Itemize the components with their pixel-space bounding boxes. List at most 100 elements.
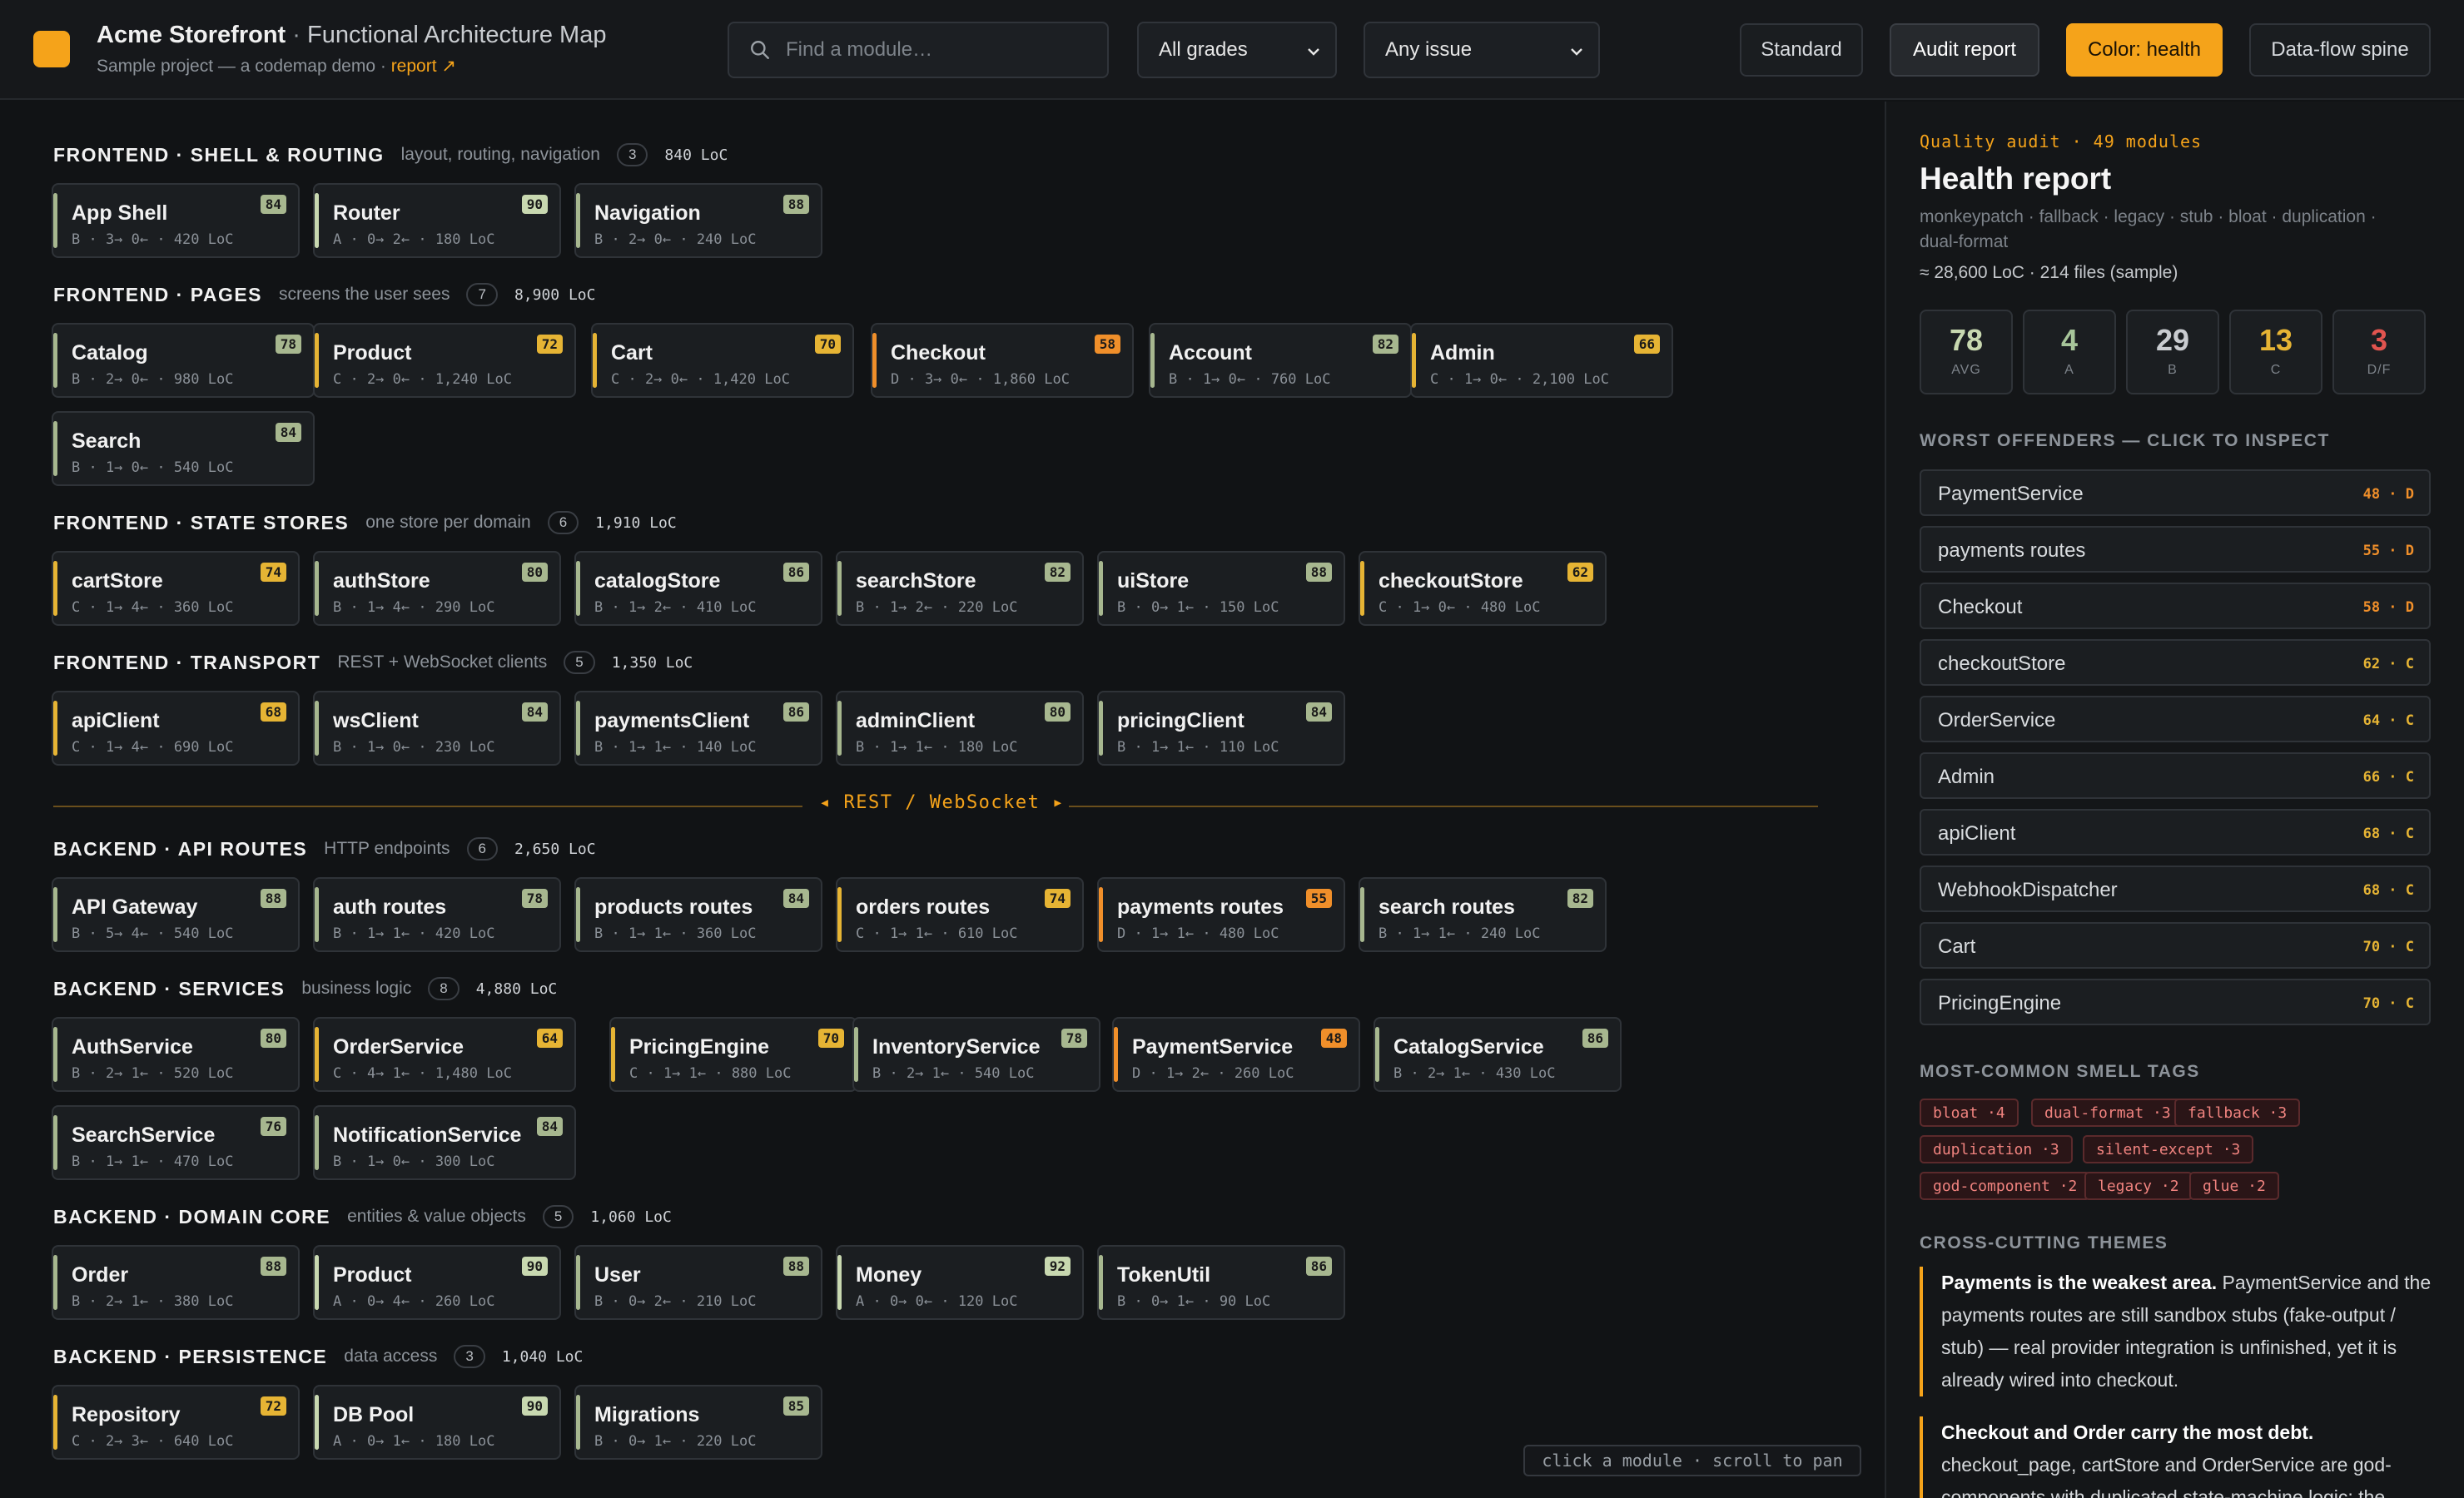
smell-tag[interactable]: dual-format ·3 [2031, 1099, 2184, 1127]
offender-name: apiClient [1938, 822, 2016, 845]
offender-item[interactable]: payments routes 55 · D [1920, 526, 2431, 573]
module-card[interactable]: Router A · 0→ 2← · 180 LoC 90 [313, 183, 561, 258]
color-health-button[interactable]: Color: health [2066, 23, 2223, 77]
module-card[interactable]: orders routes C · 1→ 1← · 610 LoC 74 [836, 877, 1084, 952]
module-card[interactable]: Repository C · 2→ 3← · 640 LoC 72 [52, 1385, 300, 1460]
module-meta: C · 2→ 0← · 1,240 LoC [333, 371, 512, 388]
module-card[interactable]: paymentsClient B · 1→ 1← · 140 LoC 86 [574, 691, 822, 766]
module-card[interactable]: catalogStore B · 1→ 2← · 410 LoC 86 [574, 551, 822, 626]
stat-value: 78 [1949, 323, 1984, 357]
module-name: AuthService [72, 1035, 193, 1059]
module-card[interactable]: DB Pool A · 0→ 1← · 180 LoC 90 [313, 1385, 561, 1460]
module-meta: C · 2→ 0← · 1,420 LoC [611, 371, 790, 388]
module-name: catalogStore [594, 569, 721, 593]
health-bar [576, 193, 580, 248]
module-card[interactable]: cartStore C · 1→ 4← · 360 LoC 74 [52, 551, 300, 626]
stat-label: AVG [1951, 363, 1981, 377]
module-card[interactable]: SearchService B · 1→ 1← · 470 LoC 76 [52, 1105, 300, 1180]
smell-tag[interactable]: bloat ·4 [1920, 1099, 2019, 1127]
offender-item[interactable]: OrderService 64 · C [1920, 696, 2431, 742]
module-card[interactable]: Navigation B · 2→ 0← · 240 LoC 88 [574, 183, 822, 258]
offender-item[interactable]: PaymentService 48 · D [1920, 469, 2431, 516]
search-box[interactable] [728, 22, 1109, 78]
offender-score: 70 · C [2362, 939, 2414, 955]
audit-report-button[interactable]: Audit report [1890, 23, 2039, 77]
module-card[interactable]: OrderService C · 4→ 1← · 1,480 LoC 64 [313, 1017, 576, 1092]
module-card[interactable]: TokenUtil B · 0→ 1← · 90 LoC 86 [1097, 1245, 1345, 1320]
module-card[interactable]: Catalog B · 2→ 0← · 980 LoC 78 [52, 323, 315, 398]
module-card[interactable]: App Shell B · 3→ 0← · 420 LoC 84 [52, 183, 300, 258]
module-card[interactable]: InventoryService B · 2→ 1← · 540 LoC 78 [852, 1017, 1100, 1092]
module-card[interactable]: Product A · 0→ 4← · 260 LoC 90 [313, 1245, 561, 1320]
section-name: BACKEND · DOMAIN CORE [53, 1205, 331, 1228]
score-badge: 84 [1305, 702, 1332, 722]
module-card[interactable]: searchStore B · 1→ 2← · 220 LoC 82 [836, 551, 1084, 626]
module-card[interactable]: products routes B · 1→ 1← · 360 LoC 84 [574, 877, 822, 952]
offender-item[interactable]: Cart 70 · C [1920, 922, 2431, 969]
section-name: FRONTEND · PAGES [53, 283, 263, 305]
module-card[interactable]: Checkout D · 3→ 0← · 1,860 LoC 58 [871, 323, 1134, 398]
standard-button[interactable]: Standard [1740, 23, 1863, 77]
module-card[interactable]: wsClient B · 1→ 0← · 230 LoC 84 [313, 691, 561, 766]
smell-tag[interactable]: glue ·2 [2189, 1172, 2279, 1200]
module-card[interactable]: API Gateway B · 5→ 4← · 540 LoC 88 [52, 877, 300, 952]
module-name: PaymentService [1132, 1035, 1294, 1059]
module-name: auth routes [333, 895, 447, 919]
architecture-map[interactable]: ◂ REST / WebSocket ▸ click a module · sc… [0, 102, 1885, 1498]
module-card[interactable]: adminClient B · 1→ 1← · 180 LoC 80 [836, 691, 1084, 766]
smell-tag[interactable]: legacy ·2 [2084, 1172, 2193, 1200]
panel-loc-summary: ≈ 28,600 LoC · 214 files (sample) [1920, 263, 2178, 282]
offender-item[interactable]: PricingEngine 70 · C [1920, 979, 2431, 1025]
module-card[interactable]: checkoutStore C · 1→ 0← · 480 LoC 62 [1359, 551, 1607, 626]
smell-tag[interactable]: fallback ·3 [2174, 1099, 2301, 1127]
offender-name: payments routes [1938, 539, 2086, 562]
module-card[interactable]: search routes B · 1→ 1← · 240 LoC 82 [1359, 877, 1607, 952]
offender-item[interactable]: WebhookDispatcher 68 · C [1920, 866, 2431, 912]
health-bar [1099, 561, 1103, 616]
issue-select[interactable]: Any issue [1364, 22, 1600, 78]
report-link[interactable]: report ↗ [390, 57, 456, 76]
offender-item[interactable]: Checkout 58 · D [1920, 583, 2431, 629]
score-badge: 82 [1372, 335, 1398, 354]
offender-item[interactable]: Admin 66 · C [1920, 752, 2431, 799]
offender-item[interactable]: checkoutStore 62 · C [1920, 639, 2431, 686]
module-card[interactable]: User B · 0→ 2← · 210 LoC 88 [574, 1245, 822, 1320]
module-name: wsClient [333, 709, 419, 732]
module-card[interactable]: Product C · 2→ 0← · 1,240 LoC 72 [313, 323, 576, 398]
module-card[interactable]: uiStore B · 0→ 1← · 150 LoC 88 [1097, 551, 1345, 626]
module-card[interactable]: Cart C · 2→ 0← · 1,420 LoC 70 [591, 323, 854, 398]
module-card[interactable]: Order B · 2→ 1← · 380 LoC 88 [52, 1245, 300, 1320]
smell-tag[interactable]: god-component ·2 [1920, 1172, 2091, 1200]
module-card[interactable]: Admin C · 1→ 0← · 2,100 LoC 66 [1410, 323, 1673, 398]
module-meta: B · 1→ 0← · 300 LoC [333, 1153, 495, 1170]
smell-tag[interactable]: duplication ·3 [1920, 1135, 2073, 1163]
section-module-count: 5 [542, 1205, 574, 1228]
module-card[interactable]: CatalogService B · 2→ 1← · 430 LoC 86 [1374, 1017, 1622, 1092]
module-card[interactable]: NotificationService B · 1→ 0← · 300 LoC 84 [313, 1105, 576, 1180]
map-hint: click a module · scroll to pan [1523, 1445, 1861, 1476]
module-card[interactable]: pricingClient B · 1→ 1← · 110 LoC 84 [1097, 691, 1345, 766]
stat-value: 3 [2370, 323, 2388, 357]
module-card[interactable]: auth routes B · 1→ 1← · 420 LoC 78 [313, 877, 561, 952]
module-card[interactable]: PricingEngine C · 1→ 1← · 880 LoC 70 [609, 1017, 857, 1092]
module-card[interactable]: Migrations B · 0→ 1← · 220 LoC 85 [574, 1385, 822, 1460]
score-badge: 64 [536, 1029, 563, 1048]
module-card[interactable]: apiClient C · 1→ 4← · 690 LoC 68 [52, 691, 300, 766]
section-description: REST + WebSocket clients [337, 652, 548, 672]
module-name: Order [72, 1263, 129, 1287]
module-card[interactable]: Search B · 1→ 0← · 540 LoC 84 [52, 411, 315, 486]
grade-select[interactable]: All grades [1137, 22, 1337, 78]
module-card[interactable]: Account B · 1→ 0← · 760 LoC 82 [1149, 323, 1412, 398]
module-card[interactable]: PaymentService D · 1→ 2← · 260 LoC 48 [1112, 1017, 1360, 1092]
smell-tag[interactable]: silent-except ·3 [2083, 1135, 2254, 1163]
module-name: pricingClient [1117, 709, 1244, 732]
module-card[interactable]: authStore B · 1→ 4← · 290 LoC 80 [313, 551, 561, 626]
module-card[interactable]: payments routes D · 1→ 1← · 480 LoC 55 [1097, 877, 1345, 952]
module-card[interactable]: AuthService B · 2→ 1← · 520 LoC 80 [52, 1017, 300, 1092]
health-bar [576, 1255, 580, 1310]
module-card[interactable]: Money A · 0→ 0← · 120 LoC 92 [836, 1245, 1084, 1320]
data-flow-spine-button[interactable]: Data-flow spine [2249, 23, 2431, 77]
search-input[interactable] [786, 38, 1085, 62]
offender-item[interactable]: apiClient 68 · C [1920, 809, 2431, 856]
